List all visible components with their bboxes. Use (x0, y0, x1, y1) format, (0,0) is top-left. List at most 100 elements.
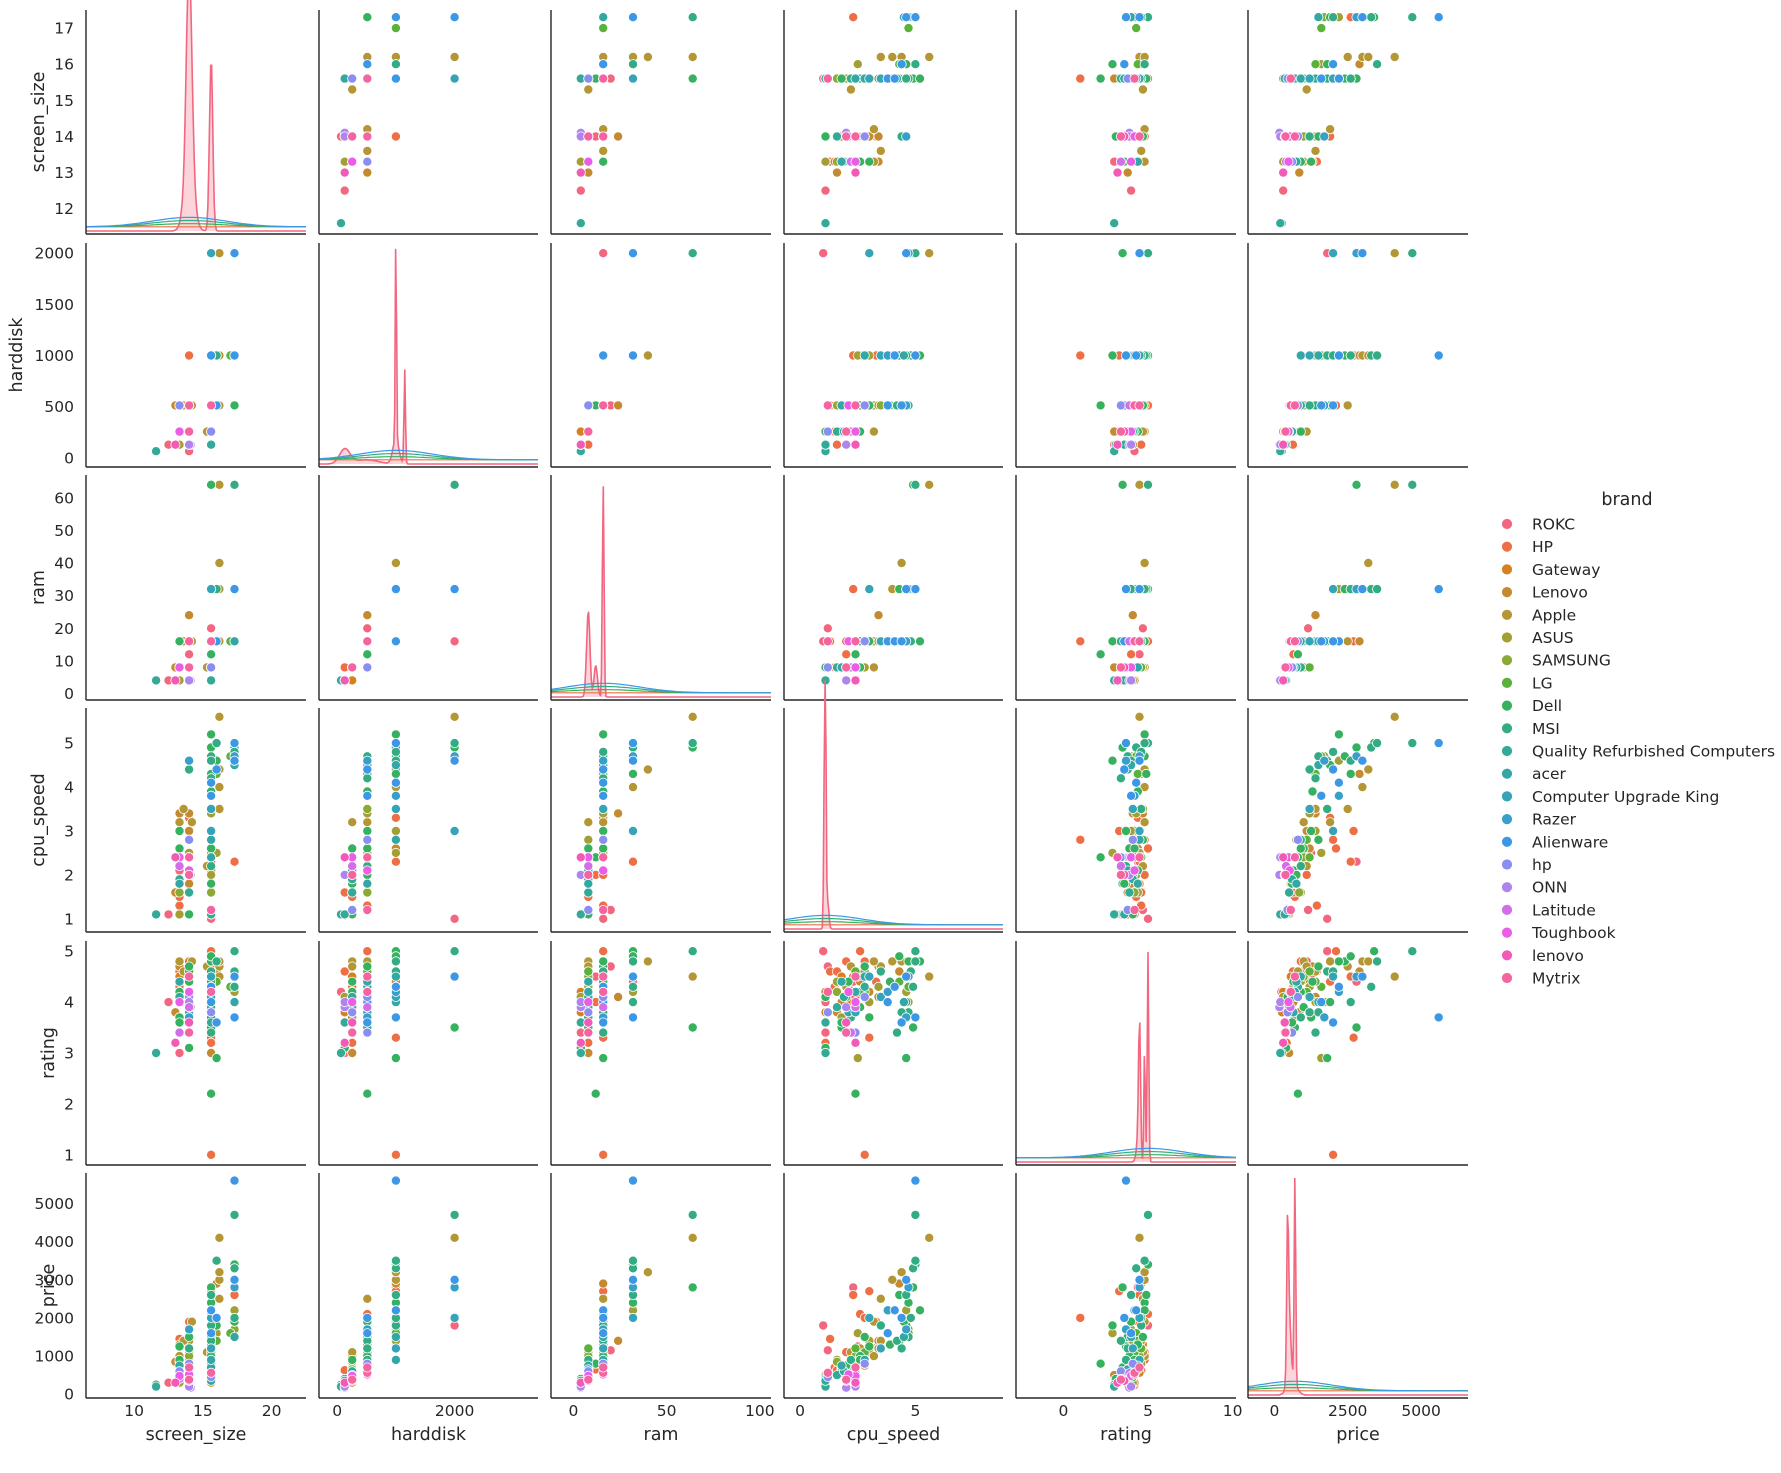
point-alienware (206, 777, 217, 788)
point-dell (1139, 729, 1150, 740)
point-dell (1129, 843, 1140, 854)
point-msi (905, 1312, 916, 1323)
point-computer-upgrade-king (1328, 584, 1339, 595)
point-dell (598, 843, 609, 854)
point-lenovo (1112, 439, 1123, 450)
point-alienware (896, 59, 907, 70)
point-mytrix (850, 400, 861, 411)
point-apple (642, 52, 653, 63)
point-toughbook (598, 865, 609, 876)
point-dell (229, 400, 240, 411)
point-latitude (347, 861, 358, 872)
legend-item: hp (1501, 856, 1552, 874)
point-computer-upgrade-king (390, 804, 401, 815)
point-msi (211, 738, 222, 749)
x-tick-label: 5 (910, 1402, 920, 1420)
y-axis-title-rating: rating (39, 1027, 59, 1079)
point-latitude (174, 861, 185, 872)
point-samsung (206, 887, 217, 898)
point-acer (362, 878, 373, 889)
x-tick-label: 0 (568, 1402, 578, 1420)
point-alienware (362, 1328, 373, 1339)
point-rokc (820, 1027, 831, 1038)
point-toughbook (1126, 156, 1137, 167)
point-hp (859, 400, 870, 411)
point-dell (687, 1022, 698, 1033)
legend-marker (1501, 904, 1513, 916)
point-mytrix (1134, 636, 1145, 647)
legend-item: ASUS (1501, 629, 1574, 647)
point-msi (628, 956, 639, 967)
point-msi (206, 755, 217, 766)
point-quality-refurbished-computers (335, 218, 346, 229)
point-lenovo (850, 439, 861, 450)
point-razer (1319, 755, 1330, 766)
legend-marker (1501, 926, 1513, 939)
point-onn (841, 439, 852, 450)
panel-rating-vs-rating (1015, 941, 1237, 1166)
point-msi (206, 861, 217, 872)
point-apple (868, 426, 879, 437)
point-msi (896, 1343, 907, 1354)
point-dell (1095, 400, 1106, 411)
point-onn (1126, 675, 1137, 686)
point-msi (184, 764, 195, 775)
x-tick-label: 10 (1223, 1402, 1243, 1420)
point-apple (924, 971, 935, 982)
x-tick-label: 5 (1143, 1402, 1153, 1420)
point-msi (390, 59, 401, 70)
point-alienware (390, 73, 401, 84)
point-mytrix (1280, 426, 1291, 437)
point-msi (449, 1209, 460, 1220)
point-acer (898, 350, 909, 361)
point-dell (1307, 786, 1318, 797)
point-mytrix (1134, 131, 1145, 142)
point-msi (1407, 12, 1418, 23)
legend-marker (1501, 654, 1513, 667)
panel-price-vs-rating (1015, 1173, 1236, 1399)
point-msi (1407, 738, 1418, 749)
point-computer-upgrade-king (1328, 971, 1339, 982)
point-lenovo (613, 400, 624, 411)
point-alienware (1433, 584, 1444, 595)
kde-fill-harddisk (319, 248, 538, 464)
point-alienware (206, 1328, 217, 1339)
legend-marker (1501, 722, 1513, 735)
point-hp (347, 73, 358, 84)
point-msi (1115, 773, 1126, 784)
point-rokc (598, 248, 609, 259)
point-alienware (882, 997, 893, 1008)
x-axis-title-price: price (1336, 1425, 1380, 1445)
x-tick-label: 0 (795, 1402, 805, 1420)
point-dell (687, 1282, 698, 1293)
point-quality-refurbished-computers (184, 887, 195, 898)
legend-marker (1501, 586, 1513, 598)
point-mytrix (1289, 971, 1300, 982)
point-computer-upgrade-king (1328, 248, 1339, 259)
point-dell (590, 1088, 601, 1099)
point-alienware (1316, 73, 1327, 84)
point-alienware (1119, 59, 1130, 70)
point-alienware (889, 981, 900, 992)
point-quality-refurbished-computers (575, 909, 586, 920)
legend-item: Quality Refurbished Computers (1501, 743, 1775, 761)
y-tick-label: 14 (54, 128, 74, 146)
point-asus (206, 869, 217, 880)
point-quality-refurbished-computers (151, 1048, 162, 1059)
point-mytrix (362, 1362, 373, 1373)
point-alienware (1433, 738, 1444, 749)
pairplot-axis-titles: screen_size harddisk ram cpu_speed rating pri… (7, 72, 1380, 1445)
point-alienware (896, 1017, 907, 1028)
point-lenovo (1112, 167, 1123, 178)
x-axis-title-rating: rating (1100, 1425, 1152, 1445)
point-alienware (449, 12, 460, 23)
point-apple (1363, 558, 1374, 569)
point-mytrix (1134, 852, 1145, 863)
point-quality-refurbished-computers (206, 439, 217, 450)
point-dell (1306, 826, 1317, 837)
point-hp (206, 1007, 217, 1018)
point-alienware (449, 971, 460, 982)
y-tick-label: 30 (54, 587, 74, 605)
legend-item: Computer Upgrade King (1501, 788, 1719, 806)
point-mytrix (598, 971, 609, 982)
